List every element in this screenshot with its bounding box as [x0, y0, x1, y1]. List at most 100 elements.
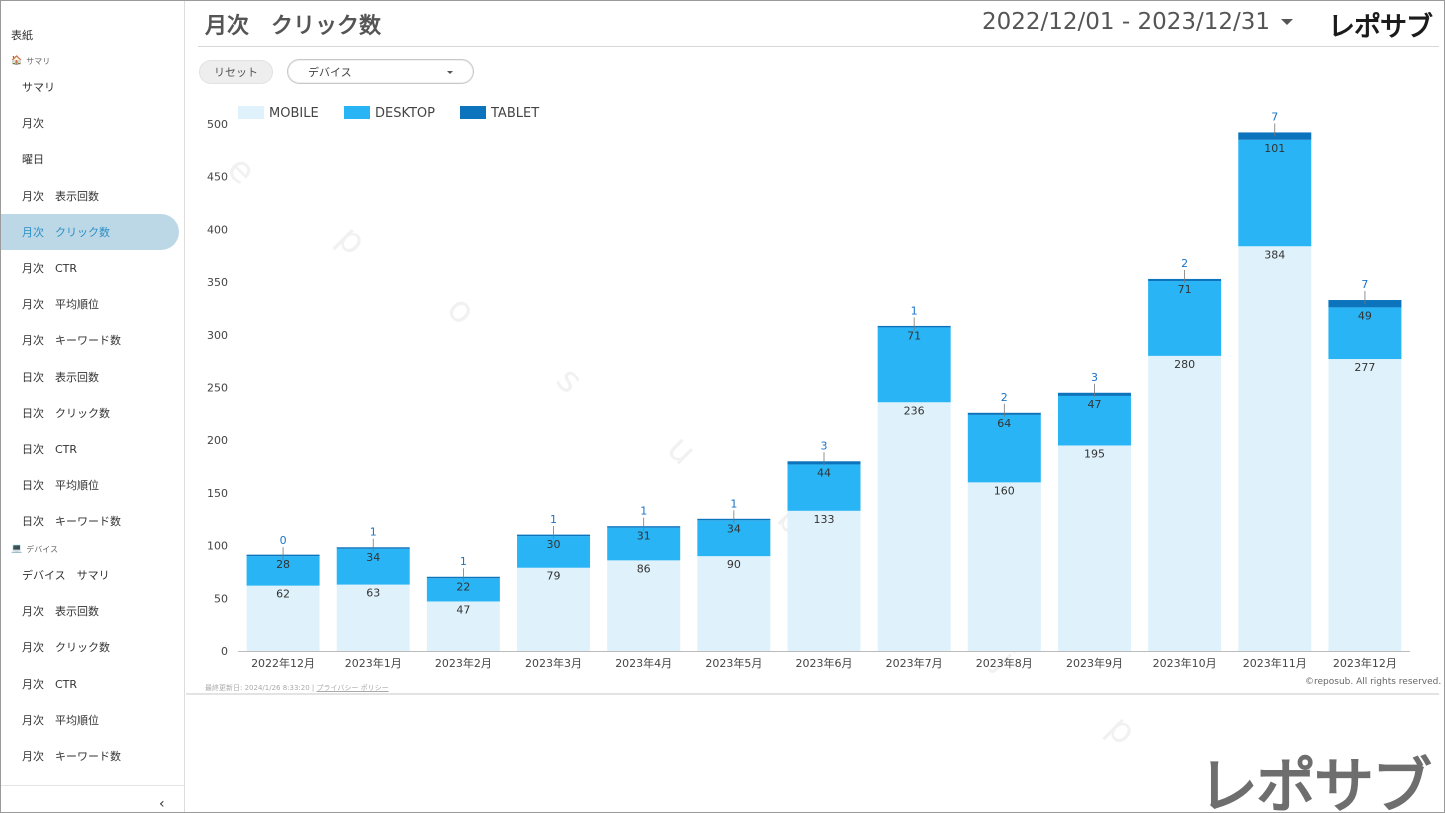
sidebar-item[interactable]: 月次 表示回数 — [22, 189, 99, 203]
privacy-policy-link[interactable]: プライバシー ポリシー — [316, 684, 389, 692]
data-label-desktop: 28 — [276, 558, 290, 571]
bar-segment-desktop — [517, 536, 591, 568]
x-tick-label: 2022年12月 — [251, 656, 315, 670]
sidebar-section-device: 💻 デバイス — [11, 544, 58, 555]
sidebar-item[interactable]: 月次 クリック数 — [1, 213, 179, 250]
data-label-mobile: 236 — [904, 404, 925, 417]
sidebar-item[interactable]: デバイス サマリ — [22, 569, 110, 582]
device-select[interactable]: デバイス — [287, 59, 474, 84]
bar-segment-mobile — [1057, 445, 1131, 651]
x-tick-label: 2023年6月 — [796, 656, 853, 670]
logo: レポサブ — [1328, 12, 1433, 43]
sidebar-item[interactable]: 月次 クリック数 — [22, 641, 110, 655]
bar-segment-mobile — [787, 510, 861, 651]
chart-divider — [186, 693, 1439, 695]
bar-segment-desktop — [1238, 139, 1312, 247]
bar-segment-desktop — [1148, 281, 1222, 356]
last-updated-text: 最終更新日: 2024/1/26 8:33:20 — [205, 684, 310, 692]
sidebar-item[interactable]: 曜日 — [22, 153, 44, 167]
bar-segment-desktop — [877, 327, 951, 403]
data-label-tablet: 7 — [1361, 278, 1368, 291]
data-label-tablet: 1 — [550, 513, 557, 526]
data-label-tablet: 2 — [1181, 257, 1188, 270]
data-label-desktop: 34 — [366, 551, 380, 564]
sidebar-item[interactable]: 日次 キーワード数 — [22, 515, 121, 529]
sidebar-item[interactable]: 月次 キーワード数 — [22, 334, 121, 348]
bar-segment-mobile — [607, 560, 681, 651]
dropdown-caret-icon — [447, 71, 453, 74]
date-range-picker[interactable]: 2022/12/01 - 2023/12/31 — [982, 9, 1271, 35]
y-tick-label: 500 — [207, 118, 228, 131]
data-label-mobile: 62 — [276, 588, 290, 601]
sidebar-item[interactable]: 月次 平均順位 — [22, 713, 99, 727]
legend-label: MOBILE — [269, 106, 319, 121]
footer-updated: 最終更新日: 2024/1/26 8:33:20 | プライバシー ポリシー — [205, 683, 389, 693]
x-tick-label: 2023年3月 — [525, 656, 582, 670]
bar-segment-desktop — [336, 548, 410, 585]
data-label-mobile: 195 — [1084, 447, 1105, 460]
bar-segment-mobile — [336, 584, 410, 651]
chevron-left-icon[interactable]: ‹ — [159, 796, 165, 812]
bar-segment-desktop — [426, 578, 500, 602]
data-label-desktop: 101 — [1264, 142, 1285, 155]
sidebar-item-cover[interactable]: 表紙 — [11, 29, 33, 42]
legend-label: DESKTOP — [375, 106, 435, 121]
data-label-desktop: 47 — [1087, 398, 1101, 411]
legend-swatch — [238, 106, 264, 119]
stacked-bar-chart: MOBILE DESKTOP TABLET050100150200250300350… — [207, 106, 1410, 670]
x-tick-label: 2023年8月 — [976, 656, 1033, 670]
reset-button[interactable]: リセット — [199, 60, 273, 84]
bar-segment-mobile — [517, 567, 591, 651]
y-tick-label: 200 — [207, 434, 228, 447]
data-label-desktop: 71 — [1178, 283, 1192, 296]
x-tick-label: 2023年11月 — [1243, 656, 1307, 670]
data-label-tablet: 2 — [1001, 391, 1008, 404]
x-tick-label: 2023年9月 — [1066, 656, 1123, 670]
data-label-tablet: 1 — [730, 497, 737, 510]
sidebar-item[interactable]: 月次 CTR — [22, 677, 78, 691]
sidebar-item[interactable]: 日次 表示回数 — [22, 370, 99, 384]
bar-segment-desktop — [967, 414, 1041, 483]
x-tick-label: 2023年5月 — [705, 656, 762, 670]
header-divider — [198, 46, 1439, 47]
data-label-tablet: 1 — [370, 526, 377, 539]
data-label-tablet: 3 — [1091, 371, 1098, 384]
sidebar-item[interactable]: 日次 クリック数 — [22, 406, 110, 420]
sidebar-divider — [1, 785, 185, 786]
sidebar-item[interactable]: 月次 表示回数 — [22, 605, 99, 619]
data-label-desktop: 30 — [547, 538, 561, 551]
sidebar-item[interactable]: 月次 平均順位 — [22, 298, 99, 312]
data-label-mobile: 280 — [1174, 358, 1195, 371]
data-label-tablet: 1 — [640, 505, 647, 518]
data-label-tablet: 3 — [821, 439, 828, 452]
data-label-tablet: 1 — [460, 555, 467, 568]
data-label-mobile: 79 — [547, 570, 561, 583]
sidebar-item[interactable]: 日次 平均順位 — [22, 479, 99, 493]
y-tick-label: 300 — [207, 329, 228, 342]
y-tick-label: 150 — [207, 487, 228, 500]
bar-segment-mobile — [246, 585, 320, 651]
bar-segment-mobile — [697, 556, 771, 651]
data-label-desktop: 44 — [817, 466, 831, 479]
data-label-mobile: 47 — [456, 603, 470, 616]
sidebar-item[interactable]: 日次 CTR — [22, 443, 78, 456]
bar-segment-desktop — [697, 520, 771, 557]
y-tick-label: 100 — [207, 540, 228, 553]
sidebar-item[interactable]: サマリ — [22, 81, 55, 94]
data-label-mobile: 133 — [814, 513, 835, 526]
sidebar-item[interactable]: 月次 CTR — [22, 262, 78, 275]
logo-large: レポサブ — [1198, 752, 1432, 813]
legend-swatch — [344, 106, 370, 119]
device-select-value: デバイス — [308, 65, 352, 79]
y-tick-label: 250 — [207, 382, 228, 395]
data-label-desktop: 31 — [637, 530, 651, 543]
sidebar-item[interactable]: 月次 — [22, 117, 44, 131]
sidebar-item[interactable]: 月次 キーワード数 — [22, 750, 121, 763]
legend-swatch — [460, 106, 486, 119]
x-tick-label: 2023年12月 — [1333, 656, 1397, 670]
bar-segment-desktop — [1057, 395, 1131, 446]
bar-segment-mobile — [426, 601, 500, 651]
chevron-down-icon[interactable] — [1281, 19, 1293, 25]
house-icon: 🏠 — [11, 56, 23, 66]
sidebar: 表紙 🏠 サマリ サマリ 月次 曜日 月次 表示回数 月次 クリック数 月次 CTR 月次 … — [1, 1, 185, 812]
